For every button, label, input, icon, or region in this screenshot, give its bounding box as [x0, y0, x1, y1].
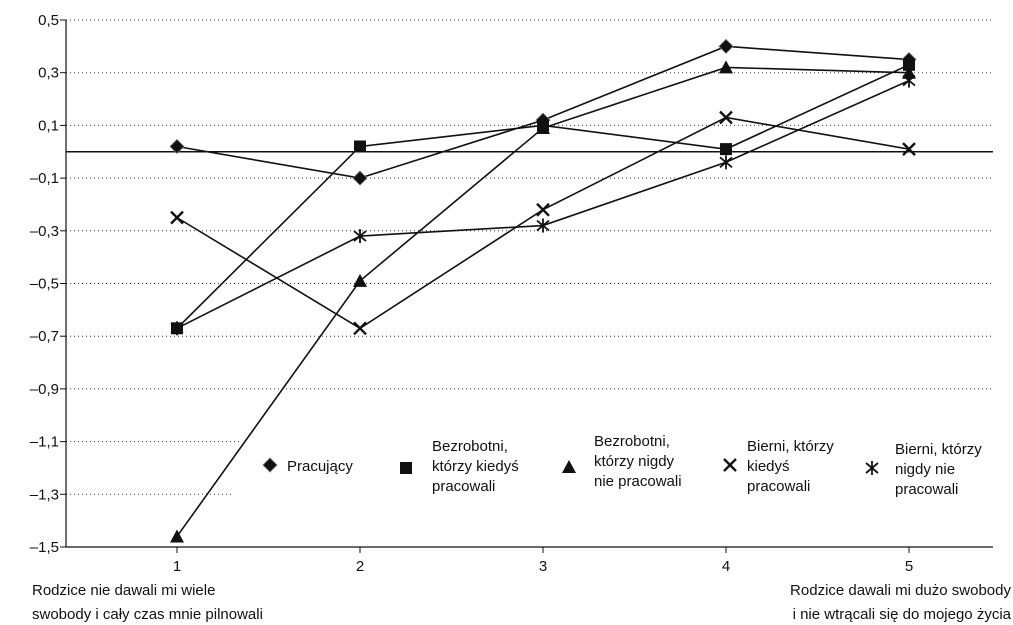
data-point-square: [903, 58, 915, 71]
x-right-note: i nie wtrącali się do mojego życia: [793, 606, 1012, 623]
y-tick-label: 0,5: [38, 12, 59, 29]
legend-label: kiedyś: [747, 458, 790, 475]
data-point-diamond: [169, 138, 185, 155]
data-point-asterisk: [353, 229, 367, 244]
data-point-asterisk: [719, 155, 733, 170]
legend-item: Pracujący: [262, 457, 353, 475]
data-point-triangle: [170, 529, 184, 543]
y-tick-label: –1,3: [30, 486, 59, 503]
y-tick-label: 0,3: [38, 65, 59, 82]
y-tick-label: 0,1: [38, 117, 59, 134]
legend-label: Pracujący: [287, 458, 353, 475]
legend-item: Bierni, którzy nigdy nie pracowali: [865, 441, 982, 498]
legend-marker-triangle: [562, 460, 576, 473]
x-tick-label: 1: [173, 558, 181, 575]
y-tick-label: –1,5: [30, 539, 59, 556]
y-tick-label: –0,7: [30, 328, 59, 345]
x-tick-label: 2: [356, 558, 364, 575]
data-point-asterisk: [536, 218, 550, 233]
y-tick-label: –0,1: [30, 170, 59, 187]
data-point-diamond: [352, 170, 368, 186]
legend-label: pracowali: [432, 478, 495, 495]
data-point-x: [353, 321, 367, 336]
legend-label: Bierni, którzy: [895, 441, 982, 458]
axis-notes: Rodzice nie dawali mi wiele swobody i cał…: [32, 582, 1012, 623]
data-point-x: [536, 202, 550, 217]
x-marker-stroke: [723, 458, 737, 472]
legend-label: Bierni, którzy: [747, 438, 834, 455]
legend-label: nie pracowali: [594, 473, 682, 490]
legend-label: pracowali: [895, 481, 958, 498]
data-point-diamond: [718, 38, 734, 54]
data-point-square: [720, 143, 732, 156]
axes: [60, 19, 993, 553]
x-tick-label: 4: [722, 558, 730, 575]
legend-item: Bezrobotni, którzy kiedyś pracowali: [400, 438, 519, 495]
legend-item: Bierni, którzy kiedyś pracowali: [723, 438, 834, 495]
x-tick-label: 3: [539, 558, 547, 575]
tick-labels: 0,5 0,3 0,1 –0,1 –0,3 –0,5 –0,7 –0,9 –1,1 –1,3 –1,…: [30, 12, 913, 575]
legend-label: którzy kiedyś: [432, 458, 519, 475]
legend: Pracujący Bezrobotni, którzy kiedyś pracowa…: [262, 433, 982, 498]
x-right-note: Rodzice dawali mi dużo swobody: [790, 582, 1011, 599]
y-tick-label: –0,3: [30, 223, 59, 240]
x-marker-stroke: [536, 202, 550, 217]
data-point-triangle: [536, 121, 550, 135]
y-tick-label: –0,5: [30, 276, 59, 293]
data-point-x: [170, 210, 184, 225]
legend-marker-x: [723, 458, 737, 472]
legend-label: Bezrobotni,: [594, 433, 670, 450]
x-marker-stroke: [719, 110, 733, 125]
legend-item: Bezrobotni, którzy nigdy nie pracowali: [562, 433, 682, 490]
data-point-asterisk: [170, 321, 184, 336]
data-point-square: [354, 140, 366, 153]
data-point-triangle: [719, 60, 733, 74]
x-marker-stroke: [170, 210, 184, 225]
data-point-x: [902, 142, 916, 156]
data-point-triangle: [353, 273, 367, 287]
data-point-asterisk: [902, 73, 916, 88]
x-left-note: Rodzice nie dawali mi wiele: [32, 582, 215, 599]
legend-marker-square: [400, 462, 412, 474]
data-point-x: [719, 110, 733, 125]
legend-marker-diamond: [262, 457, 278, 473]
gridlines: [66, 19, 993, 495]
y-tick-label: –0,9: [30, 381, 59, 398]
x-marker-stroke: [353, 321, 367, 336]
legend-label: którzy nigdy: [594, 453, 675, 470]
legend-label: Bezrobotni,: [432, 438, 508, 455]
series-line-2: [176, 64, 910, 329]
x-marker-stroke: [902, 142, 916, 156]
y-tick-label: –1,1: [30, 434, 59, 451]
legend-label: nigdy nie: [895, 461, 955, 478]
legend-label: pracowali: [747, 478, 810, 495]
series-line-1: [176, 45, 910, 179]
data-point-triangle: [902, 65, 916, 79]
legend-marker-asterisk: [865, 461, 879, 475]
x-tick-label: 5: [905, 558, 913, 575]
x-left-note: swobody i cały czas mnie pilnowali: [32, 606, 263, 623]
data-markers: [169, 38, 917, 543]
